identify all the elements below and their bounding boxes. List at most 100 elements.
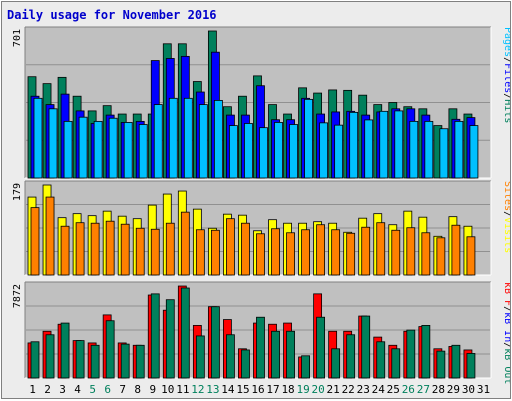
bar-sites-day-23	[361, 226, 371, 276]
bar-pages-day-1	[33, 97, 43, 179]
bar-kb-out-day-15	[241, 349, 250, 379]
bar-kb-out-day-24	[376, 341, 386, 379]
bar-kb-out-day-13	[210, 306, 220, 379]
x-tick-label-day-17: 17	[266, 383, 279, 396]
bar-pages-day-23	[364, 119, 374, 179]
bar-pages-day-18	[289, 124, 298, 179]
x-tick-label-day-6: 6	[104, 383, 111, 396]
x-tick-label-day-21: 21	[327, 383, 340, 396]
max-label: 179	[12, 183, 23, 201]
bar-pages-day-17	[274, 122, 283, 179]
bar-kb-out-day-9	[150, 293, 160, 379]
x-tick-label-day-8: 8	[134, 383, 141, 396]
panel-visits-sites	[24, 180, 492, 276]
bar-kb-out-day-23	[361, 315, 371, 379]
bar-pages-day-22	[349, 111, 359, 179]
bar-kb-out-day-6	[105, 320, 115, 379]
x-tick-label-day-9: 9	[149, 383, 156, 396]
bar-sites-day-6	[105, 220, 115, 276]
bar-sites-day-8	[135, 227, 145, 276]
bar-pages-day-2	[48, 108, 58, 179]
x-tick-label-day-30: 30	[462, 383, 475, 396]
bar-pages-day-25	[394, 110, 404, 179]
max-label: 701	[12, 29, 23, 47]
bar-kb-out-day-5	[90, 344, 100, 379]
bar-kb-out-day-18	[286, 330, 295, 379]
bar-pages-day-5	[93, 120, 103, 179]
bar-sites-day-14	[226, 218, 235, 276]
x-tick-label-day-15: 15	[236, 383, 249, 396]
bar-pages-day-19	[304, 98, 313, 179]
bar-pages-day-4	[78, 116, 88, 179]
legend-item: kB Out	[502, 348, 510, 384]
bar-pages-day-15	[244, 123, 253, 179]
legend-separator: /	[502, 306, 510, 312]
legend-separator: /	[502, 342, 510, 348]
legend: Pages/Files/Hits	[502, 27, 510, 123]
x-tick-label-day-23: 23	[357, 383, 370, 396]
legend: Sites/Visits	[502, 181, 510, 253]
bar-sites-day-21	[331, 229, 341, 276]
bar-pages-day-20	[319, 122, 329, 179]
legend-separator: /	[502, 93, 510, 99]
bar-sites-day-5	[90, 222, 100, 276]
legend: kB F/kB In/kB Out	[502, 282, 510, 384]
bar-sites-day-27	[421, 232, 431, 276]
bar-pages-day-24	[379, 110, 389, 179]
bar-sites-day-15	[241, 222, 250, 276]
bar-kb-out-day-26	[406, 329, 416, 379]
x-tick-label-day-27: 27	[417, 383, 430, 396]
bar-sites-day-9	[150, 228, 160, 276]
bar-sites-day-28	[436, 237, 446, 276]
bar-sites-day-11	[180, 211, 190, 276]
bar-pages-day-11	[183, 97, 193, 179]
x-tick-label-day-5: 5	[89, 383, 96, 396]
bar-sites-day-10	[165, 222, 175, 276]
bar-sites-day-19	[301, 229, 310, 276]
bar-kb-out-day-22	[346, 334, 356, 379]
bar-pages-day-13	[213, 100, 223, 179]
bar-pages-day-16	[259, 127, 268, 179]
bar-kb-out-day-17	[271, 330, 280, 379]
legend-item: kB F	[502, 282, 510, 306]
chart-title: Daily usage for November 2016	[7, 8, 217, 22]
legend-item: Files	[502, 63, 510, 93]
x-tick-label-day-31: 31	[477, 383, 490, 396]
x-tick-label-day-11: 11	[176, 383, 189, 396]
bar-pages-day-26	[409, 120, 419, 179]
legend-item: Hits	[502, 99, 510, 123]
x-tick-label-day-26: 26	[402, 383, 415, 396]
bar-kb-out-day-3	[60, 322, 70, 379]
bar-kb-out-day-10	[165, 299, 175, 379]
bar-sites-day-25	[391, 229, 401, 276]
bar-pages-day-29	[454, 120, 464, 179]
bar-pages-day-28	[439, 128, 449, 179]
bar-sites-day-30	[466, 236, 476, 276]
legend-item: kB In	[502, 312, 510, 342]
x-tick-label-day-3: 3	[59, 383, 66, 396]
bar-sites-day-17	[271, 228, 280, 276]
x-tick-label-day-16: 16	[251, 383, 264, 396]
bar-kb-out-day-25	[391, 348, 401, 379]
legend-item: Pages	[502, 27, 510, 57]
x-tick-label-day-20: 20	[312, 383, 325, 396]
bar-pages-day-12	[198, 104, 208, 179]
bar-kb-out-day-14	[226, 334, 235, 379]
bar-kb-out-day-30	[466, 353, 476, 379]
bar-kb-out-day-21	[331, 348, 341, 379]
bar-kb-out-day-16	[256, 316, 265, 379]
bar-kb-out-day-11	[180, 287, 190, 379]
bar-pages-day-6	[108, 117, 118, 179]
x-tick-label-day-7: 7	[119, 383, 126, 396]
x-tick-label-day-29: 29	[447, 383, 460, 396]
panel-kbytes	[24, 281, 492, 379]
bar-kb-out-day-8	[135, 344, 145, 379]
daily-usage-chart: Daily usage for November 2016 701Pages/F…	[7, 8, 510, 396]
bar-kb-out-day-20	[316, 316, 326, 379]
bar-kb-out-day-4	[75, 340, 85, 379]
x-tick-label-day-24: 24	[372, 383, 386, 396]
bar-pages-day-10	[168, 97, 178, 179]
bar-pages-day-30	[469, 125, 479, 179]
bar-pages-day-3	[63, 120, 73, 179]
